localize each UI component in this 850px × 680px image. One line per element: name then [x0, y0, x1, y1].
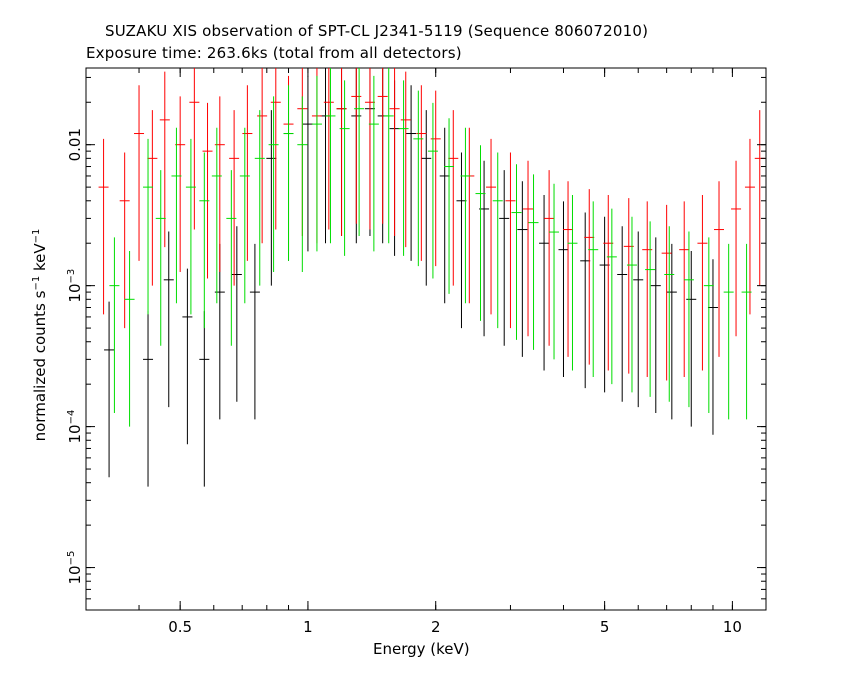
- plot-frame: [85, 67, 767, 611]
- x-tick-label: 2: [431, 618, 441, 636]
- y-tick-label: 10−3: [66, 269, 84, 303]
- data-points-layer: [98, 68, 765, 487]
- axis-ticks-layer: 0.5 1 2 5 10 0.01 10−3 10−4 10−5: [66, 68, 766, 636]
- y-axis-label-exp1: −1: [31, 275, 42, 291]
- y-axis-label-base: normalized counts s: [31, 290, 49, 442]
- y-axis-label-exp2: −1: [31, 228, 42, 244]
- chart-subtitle: Exposure time: 263.6ks (total from all d…: [86, 44, 462, 62]
- x-tick-label: 1: [303, 618, 313, 636]
- x-tick-label: 10: [723, 618, 742, 636]
- x-tick-label: 0.5: [168, 618, 192, 636]
- y-tick-label: 10−4: [66, 410, 84, 444]
- series-1: [98, 68, 765, 381]
- y-axis-label: normalized counts s−1 keV−1: [31, 229, 49, 442]
- x-tick-label: 5: [600, 618, 610, 636]
- y-tick-label: 10−5: [66, 551, 84, 585]
- y-tick-label: 0.01: [66, 128, 84, 161]
- series-2: [109, 68, 752, 427]
- series-0: [104, 68, 718, 487]
- y-axis-label-mid: keV: [31, 243, 49, 276]
- chart-title: SUZAKU XIS observation of SPT-CL J2341-5…: [105, 22, 649, 40]
- x-axis-label: Energy (keV): [373, 640, 470, 658]
